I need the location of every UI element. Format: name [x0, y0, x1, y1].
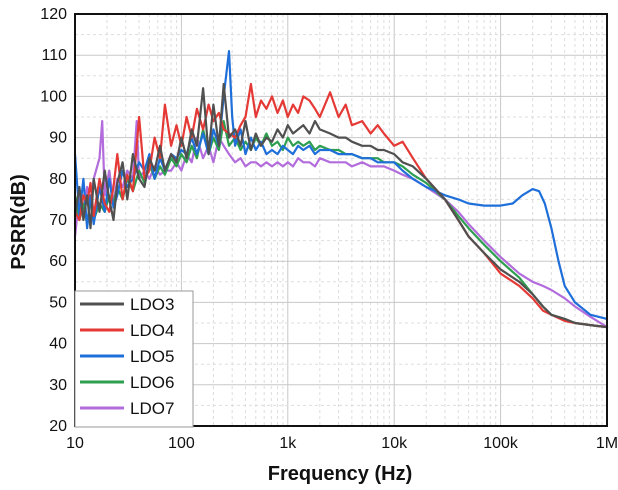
y-tick-label: 20: [49, 418, 67, 435]
legend-label-ldo3: LDO3: [130, 295, 174, 314]
y-tick-label: 90: [49, 130, 67, 147]
legend-label-ldo6: LDO6: [130, 373, 174, 392]
y-tick-label: 100: [40, 88, 67, 105]
legend-label-ldo7: LDO7: [130, 399, 174, 418]
legend-label-ldo5: LDO5: [130, 347, 174, 366]
x-tick-label: 1k: [279, 435, 297, 452]
legend-label-ldo4: LDO4: [130, 321, 174, 340]
x-axis-title: Frequency (Hz): [268, 463, 412, 485]
plot-frame: [74, 13, 608, 427]
series-line-ldo3: [73, 82, 609, 329]
y-tick-label: 60: [49, 253, 67, 270]
y-tick-label: 30: [49, 377, 67, 394]
legend: LDO3 LDO4 LDO5 LDO6 LDO7: [74, 290, 194, 428]
legend-box: [74, 290, 194, 428]
y-tick-label: 40: [49, 336, 67, 353]
x-tick-label: 1M: [596, 435, 618, 452]
x-tick-label: 10: [66, 435, 84, 452]
series-line-ldo5: [73, 49, 609, 320]
x-tick-label: 10k: [381, 435, 408, 452]
x-tick-label: 100: [168, 435, 195, 452]
series-lines: [73, 49, 609, 329]
tick-labels: 10 100 1k 10k 100k 1M 20 30 40 50 60 70 80 90 100 110 12…: [40, 6, 618, 452]
y-tick-label: 80: [49, 171, 67, 188]
y-tick-label: 120: [40, 6, 67, 23]
y-tick-label: 110: [41, 47, 67, 64]
y-tick-label: 70: [49, 212, 67, 229]
y-tick-label: 50: [49, 294, 67, 311]
x-tick-label: 100k: [483, 435, 519, 452]
y-axis-title: PSRR(dB): [8, 174, 30, 270]
